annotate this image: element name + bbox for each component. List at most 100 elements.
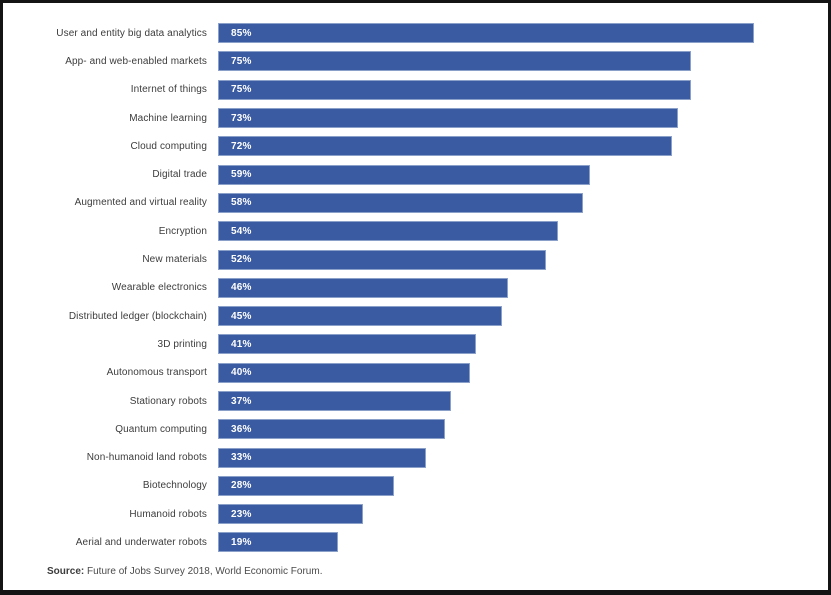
bar: 46% (218, 277, 508, 298)
bar-row: 3D printing 41% (3, 330, 828, 358)
bar-value-label: 75% (231, 55, 252, 67)
bar-track: 33% (218, 447, 828, 468)
bar-value-label: 28% (231, 480, 252, 492)
category-label: Stationary robots (129, 395, 207, 407)
bar-row: Humanoid robots 23% (3, 500, 828, 528)
bar-row: Autonomous transport 40% (3, 359, 828, 387)
bar: 36% (218, 419, 445, 440)
category-label: App- and web-enabled markets (65, 55, 207, 67)
bar: 59% (218, 164, 590, 185)
bar: 85% (218, 23, 754, 44)
bar-row: New materials 52% (3, 245, 828, 273)
category-label: Quantum computing (115, 423, 207, 435)
bar-row: Machine learning 73% (3, 104, 828, 132)
bar-track: 59% (218, 164, 828, 185)
bar-track: 54% (218, 221, 828, 242)
category-label: Wearable electronics (111, 282, 207, 294)
bar-value-label: 85% (231, 27, 252, 39)
bar-value-label: 41% (231, 338, 252, 350)
source-note: Source: Future of Jobs Survey 2018, Worl… (47, 566, 828, 577)
bar-track: 37% (218, 391, 828, 411)
bar-track: 23% (218, 504, 828, 525)
bar-value-label: 36% (231, 423, 252, 435)
category-label: 3D printing (157, 338, 207, 350)
bar-value-label: 54% (231, 225, 252, 237)
bar-row: Non-humanoid land robots 33% (3, 443, 828, 471)
category-label: Biotechnology (142, 480, 207, 492)
bar: 37% (218, 391, 452, 411)
bar-value-label: 40% (231, 367, 252, 379)
category-label: Machine learning (129, 112, 207, 124)
bar-row: Internet of things 75% (3, 76, 828, 104)
bar-value-label: 45% (231, 310, 252, 322)
bar-value-label: 52% (231, 254, 252, 266)
category-label: Non-humanoid land robots (86, 452, 207, 464)
bar-track: 36% (218, 419, 828, 440)
bar-value-label: 59% (231, 169, 252, 181)
bar-track: 85% (218, 23, 828, 44)
bar: 40% (218, 362, 470, 383)
bar: 54% (218, 221, 559, 242)
category-label: New materials (142, 254, 207, 266)
bar-track: 52% (218, 249, 828, 270)
bar-value-label: 23% (231, 508, 252, 520)
bar-rows: User and entity big data analytics 85% App… (3, 19, 828, 557)
bar-track: 28% (218, 475, 828, 496)
bar-track: 72% (218, 136, 828, 157)
bar-row: Encryption 54% (3, 217, 828, 245)
bar-track: 45% (218, 306, 828, 327)
bar: 41% (218, 334, 477, 355)
bar: 45% (218, 306, 502, 327)
bar-track: 19% (218, 532, 828, 553)
category-label: Digital trade (152, 169, 207, 181)
bar-row: Stationary robots 37% (3, 387, 828, 415)
bar: 75% (218, 51, 691, 72)
bar-row: Aerial and underwater robots 19% (3, 528, 828, 556)
bar-row: Distributed ledger (blockchain) 45% (3, 302, 828, 330)
bar-value-label: 72% (231, 140, 252, 152)
bar: 23% (218, 504, 363, 525)
category-label: Aerial and underwater robots (75, 536, 207, 548)
category-label: Distributed ledger (blockchain) (68, 310, 207, 322)
category-label: Humanoid robots (129, 508, 207, 520)
bar-row: App- and web-enabled markets 75% (3, 47, 828, 75)
bar-value-label: 33% (231, 452, 252, 464)
bar: 33% (218, 447, 426, 468)
bar-value-label: 73% (231, 112, 252, 124)
bar-row: Cloud computing 72% (3, 132, 828, 160)
bar-track: 58% (218, 192, 828, 213)
bar-row: Wearable electronics 46% (3, 274, 828, 302)
bar-row: User and entity big data analytics 85% (3, 19, 828, 47)
bar-value-label: 19% (231, 536, 252, 548)
bar-value-label: 58% (231, 197, 252, 209)
category-label: Encryption (158, 225, 207, 237)
bar-value-label: 37% (231, 395, 252, 407)
bar: 19% (218, 532, 338, 553)
bar-row: Augmented and virtual reality 58% (3, 189, 828, 217)
category-label: Cloud computing (130, 140, 207, 152)
bar-track: 73% (218, 108, 828, 129)
bar: 72% (218, 136, 672, 157)
bar-track: 75% (218, 79, 828, 100)
bar-value-label: 75% (231, 84, 252, 96)
bar-value-label: 46% (231, 282, 252, 294)
bar-track: 46% (218, 277, 828, 298)
category-label: Augmented and virtual reality (74, 197, 207, 209)
bar: 75% (218, 79, 691, 100)
bar-chart: User and entity big data analytics 85% App… (3, 3, 828, 577)
bar-row: Quantum computing 36% (3, 415, 828, 443)
category-label: Internet of things (130, 84, 207, 96)
bar: 52% (218, 249, 546, 270)
bar-row: Biotechnology 28% (3, 472, 828, 500)
bar-row: Digital trade 59% (3, 160, 828, 188)
bar: 73% (218, 108, 678, 129)
bar-track: 41% (218, 334, 828, 355)
bar-track: 75% (218, 51, 828, 72)
source-label: Source: (47, 565, 85, 577)
category-label: User and entity big data analytics (56, 27, 207, 39)
bar-track: 40% (218, 362, 828, 383)
bar: 58% (218, 192, 584, 213)
category-label: Autonomous transport (106, 367, 207, 379)
bar: 28% (218, 475, 395, 496)
